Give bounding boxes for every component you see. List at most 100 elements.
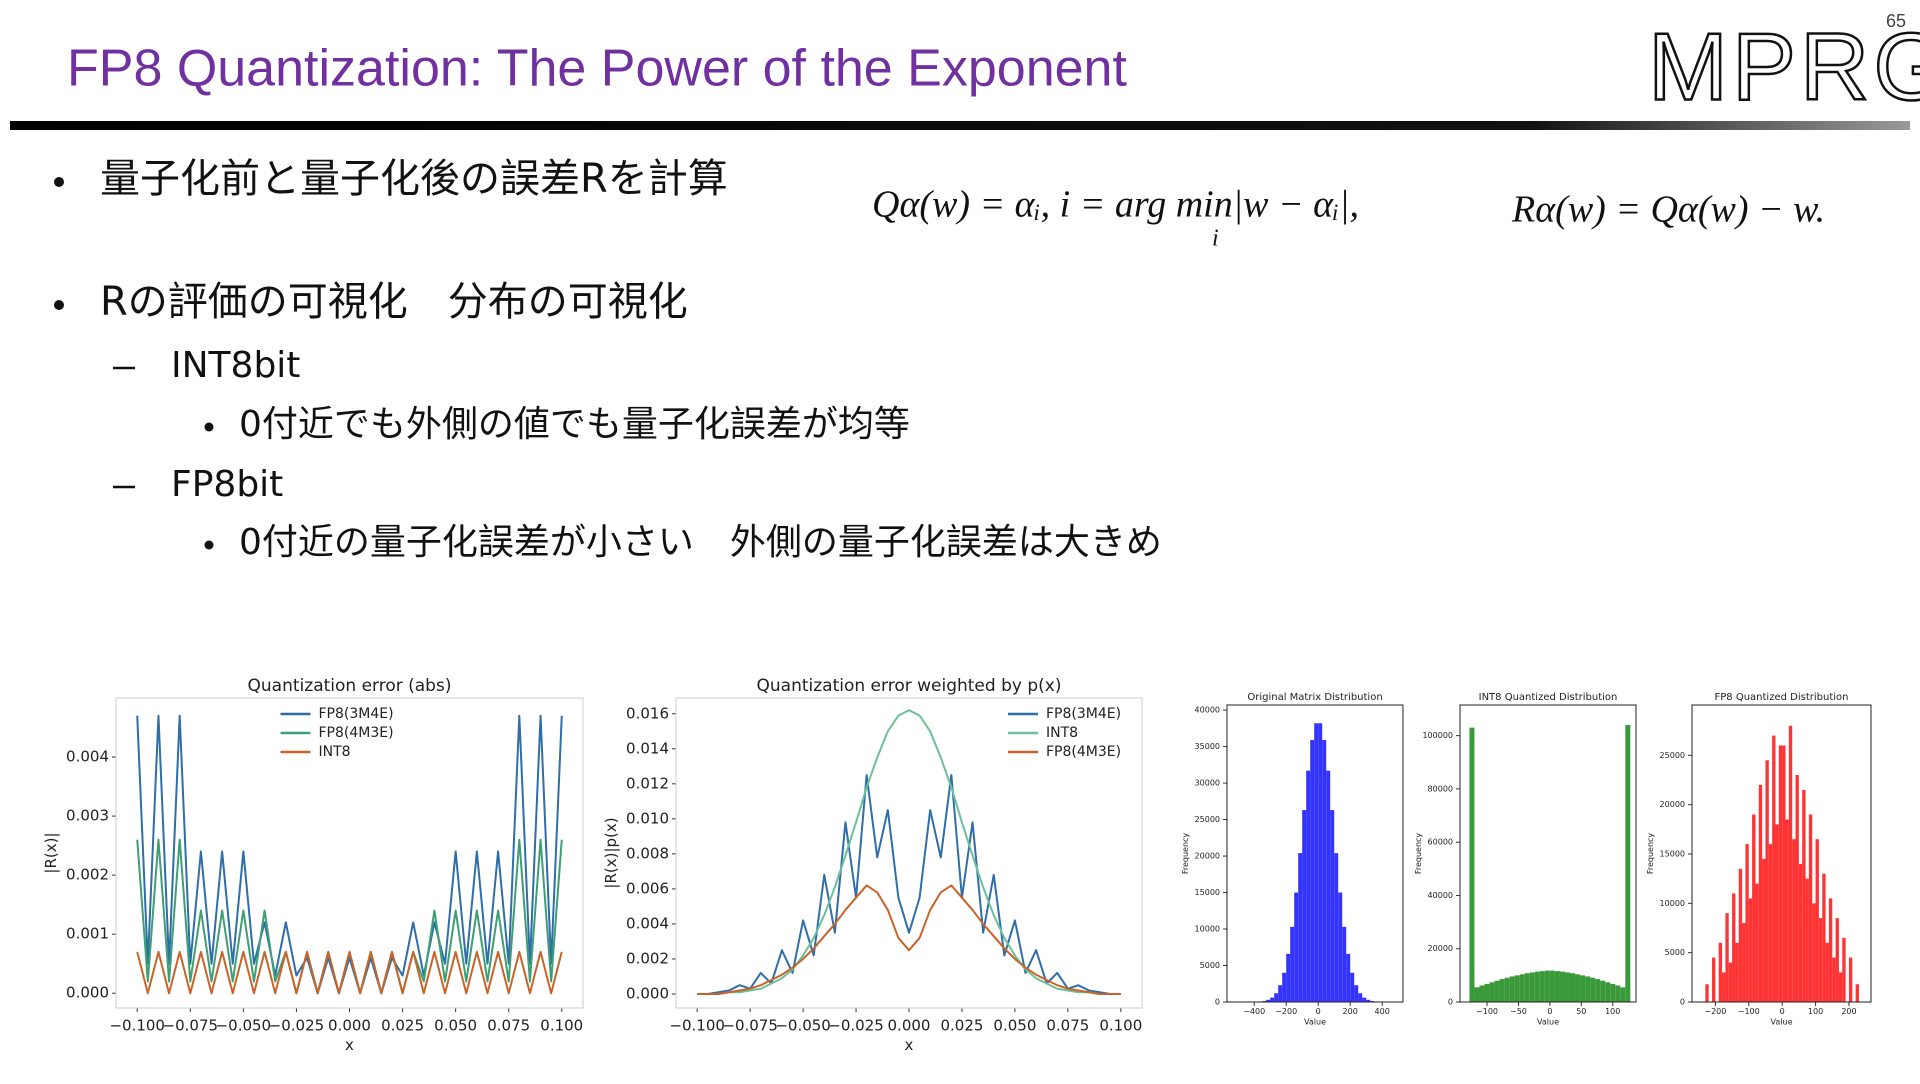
histogram-bar	[1469, 728, 1474, 1002]
histogram-bar	[1274, 993, 1278, 1002]
charts: Quantization error (abs)−0.100−0.075−0.0…	[42, 676, 1871, 1054]
histogram-bar	[1769, 844, 1772, 1002]
x-axis-label: x	[905, 1036, 914, 1054]
x-tick-label: 100	[1808, 1007, 1823, 1016]
histogram-bar	[1796, 775, 1799, 1002]
x-tick-label: −0.050	[216, 1017, 272, 1035]
y-tick-label: 20000	[1195, 852, 1220, 861]
y-tick-label: 40000	[1428, 891, 1453, 900]
histogram-bar	[1722, 972, 1725, 1002]
x-tick-label: 0.075	[1046, 1017, 1089, 1035]
y-tick-label: 0.000	[626, 984, 669, 1002]
histogram-bar	[1836, 918, 1839, 1002]
x-tick-label: 0.000	[888, 1017, 931, 1035]
histogram-bar	[1786, 819, 1789, 1002]
x-tick-label: −0.100	[109, 1017, 165, 1035]
histogram-bar	[1278, 985, 1282, 1002]
x-axis-label: x	[345, 1036, 354, 1054]
histogram-bar	[1605, 982, 1610, 1002]
histogram-bar	[1270, 998, 1274, 1002]
y-tick-label: 0	[1448, 998, 1453, 1007]
histogram-bar	[1306, 771, 1310, 1002]
y-tick-label: 35000	[1195, 742, 1220, 751]
histogram-bar	[1849, 958, 1852, 1002]
histogram-bar	[1806, 879, 1809, 1002]
x-tick-label: 0	[1547, 1007, 1552, 1016]
histogram-bar	[1550, 971, 1555, 1002]
histogram-bar	[1782, 745, 1785, 1002]
x-tick-label: 0.100	[540, 1017, 583, 1035]
histogram-bar	[1362, 998, 1366, 1002]
legend-label: INT8	[1046, 725, 1078, 741]
histogram-bar	[1735, 943, 1738, 1002]
y-tick-label: 5000	[1200, 961, 1220, 970]
y-tick-label: 30000	[1195, 779, 1220, 788]
histogram-bar	[1789, 726, 1792, 1002]
histogram-bar	[1610, 984, 1615, 1002]
histogram-bar	[1545, 971, 1550, 1002]
x-tick-label: 0	[1780, 1007, 1785, 1016]
histogram-bar	[1560, 972, 1565, 1002]
bullet-text: 0付近の量子化誤差が小さい 外側の量子化誤差は大きめ	[239, 522, 1162, 563]
x-tick-label: 0	[1316, 1007, 1321, 1016]
histogram-bar	[1298, 853, 1302, 1002]
y-tick-label: 0.002	[66, 866, 109, 884]
equation: Rα(w) = Qα(w) − w.	[1511, 189, 1825, 231]
chart-title: Original Matrix Distribution	[1247, 692, 1382, 703]
x-tick-label: −0.050	[775, 1017, 831, 1035]
histogram-bar	[1318, 723, 1322, 1002]
histogram-bar	[1505, 978, 1510, 1002]
bullet-text: INT8bit	[171, 345, 300, 386]
x-tick-label: 0.025	[381, 1017, 424, 1035]
legend-label: FP8(4M3E)	[319, 725, 394, 741]
bullet-text: 0付近でも外側の値でも量子化誤差が均等	[239, 404, 910, 445]
slide-title: FP8 Quantization: The Power of the Expon…	[67, 40, 1127, 98]
histogram-bar	[1286, 954, 1290, 1002]
chart-title: Quantization error (abs)	[248, 676, 452, 696]
histogram-bar	[1759, 785, 1762, 1002]
y-tick-label: 0.001	[66, 925, 109, 943]
title-rule	[10, 121, 1910, 130]
legend-label: FP8(3M4E)	[319, 706, 394, 722]
histogram-bar	[1822, 874, 1825, 1002]
histogram-bar	[1474, 987, 1479, 1002]
chart-title: Quantization error weighted by p(x)	[757, 676, 1062, 696]
y-tick-label: 20000	[1660, 800, 1685, 809]
y-tick-label: 0.003	[66, 807, 109, 825]
y-tick-label: 10000	[1660, 899, 1685, 908]
histogram-bar	[1725, 913, 1728, 1002]
histogram-bar	[1535, 972, 1540, 1002]
y-tick-label: 15000	[1660, 849, 1685, 858]
x-axis-label: Value	[1537, 1018, 1559, 1027]
x-tick-label: 200	[1343, 1007, 1358, 1016]
line-series	[137, 840, 562, 994]
y-tick-label: 100000	[1422, 731, 1453, 740]
histogram-bar	[1600, 981, 1605, 1002]
x-tick-label: 0.000	[328, 1017, 371, 1035]
legend-label: FP8(3M4E)	[1046, 706, 1121, 722]
histogram-bar	[1575, 974, 1580, 1002]
x-axis-label: Value	[1771, 1018, 1793, 1027]
y-tick-label: 10000	[1195, 925, 1220, 934]
histogram-bar	[1802, 790, 1805, 1002]
y-tick-label: 0	[1680, 998, 1685, 1007]
y-tick-label: 0.016	[626, 704, 669, 722]
y-tick-label: 20000	[1428, 944, 1453, 953]
y-tick-label: 40000	[1195, 706, 1220, 715]
y-tick-label: 0.002	[626, 949, 669, 967]
histogram-bar	[1742, 923, 1745, 1002]
histogram-bar	[1856, 984, 1859, 1002]
histogram-bar	[1358, 993, 1362, 1002]
equation: Qα(w) = αᵢ, i = arg min|w − αᵢ|,	[872, 184, 1359, 226]
histogram-bar	[1620, 987, 1625, 1002]
histogram-bar	[1732, 893, 1735, 1002]
histogram-bar	[1322, 740, 1326, 1002]
histogram-bar	[1338, 893, 1342, 1002]
histogram-bar	[1762, 859, 1765, 1002]
histogram-bar	[1826, 943, 1829, 1002]
x-tick-label: 400	[1375, 1007, 1390, 1016]
histogram-bar	[1839, 972, 1842, 1002]
x-tick-label: −0.025	[269, 1017, 325, 1035]
histogram-bar	[1330, 810, 1334, 1002]
